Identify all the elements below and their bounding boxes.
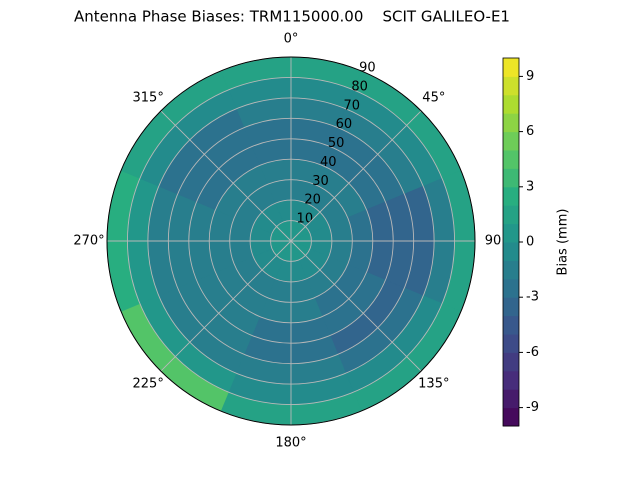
colorbar-swatch — [503, 334, 519, 353]
grid-spoke — [160, 240, 292, 372]
colorbar-swatch — [503, 223, 519, 243]
colorbar-label: Bias (mm) — [556, 209, 571, 276]
theta-tick-label: 45° — [422, 91, 445, 106]
colorbar-swatch — [503, 278, 519, 298]
theta-tick-label: 315° — [133, 91, 164, 106]
r-tick-label: 20 — [304, 193, 321, 208]
colorbar-swatch — [503, 205, 519, 225]
colorbar-tick-label: -3 — [526, 290, 539, 305]
colorbar-swatch — [503, 76, 519, 96]
colorbar-swatch — [503, 315, 519, 335]
colorbar-tick-label: 9 — [526, 69, 534, 84]
grid-spoke — [160, 110, 292, 242]
colorbar-swatch — [503, 58, 519, 77]
r-tick-label: 80 — [351, 79, 368, 94]
r-tick-label: 10 — [297, 212, 314, 227]
colorbar-tick-label: -6 — [526, 345, 539, 360]
colorbar-swatch — [503, 131, 519, 151]
theta-tick-label: 135° — [418, 376, 449, 391]
colorbar-swatch — [503, 370, 519, 390]
theta-tick-label: 0° — [284, 32, 299, 47]
r-tick-label: 50 — [328, 136, 345, 151]
theta-tick-label: 270° — [73, 234, 104, 249]
colorbar-swatch — [503, 407, 519, 427]
colorbar-swatch — [503, 186, 519, 206]
colorbar-swatch — [503, 297, 519, 317]
colorbar-tick-label: -9 — [526, 400, 539, 415]
colorbar-tick-label: 3 — [526, 179, 534, 194]
r-tick-label: 60 — [336, 117, 353, 132]
polar-frame — [106, 56, 476, 426]
r-tick-label: 70 — [343, 98, 360, 113]
r-tick-label: 30 — [312, 174, 329, 189]
grid-spoke — [290, 110, 422, 242]
theta-tick-label: 90 — [485, 234, 502, 249]
colorbar-swatch — [503, 389, 519, 409]
colorbar-tick-label: 6 — [526, 124, 534, 139]
theta-tick-label: 225° — [133, 376, 164, 391]
colorbar-swatch — [503, 113, 519, 133]
colorbar-swatch — [503, 168, 519, 188]
theta-tick-label: 180° — [275, 436, 306, 451]
colorbar-swatch — [503, 94, 519, 114]
r-tick-label: 40 — [320, 155, 337, 170]
colorbar-swatch — [503, 352, 519, 372]
grid-spoke — [290, 240, 422, 372]
chart-title: Antenna Phase Biases: TRM115000.00 SCIT … — [74, 8, 510, 26]
colorbar-swatch — [503, 260, 519, 280]
colorbar-tick-label: 0 — [526, 235, 534, 250]
colorbar-swatch — [503, 150, 519, 169]
colorbar-swatch — [503, 242, 519, 261]
